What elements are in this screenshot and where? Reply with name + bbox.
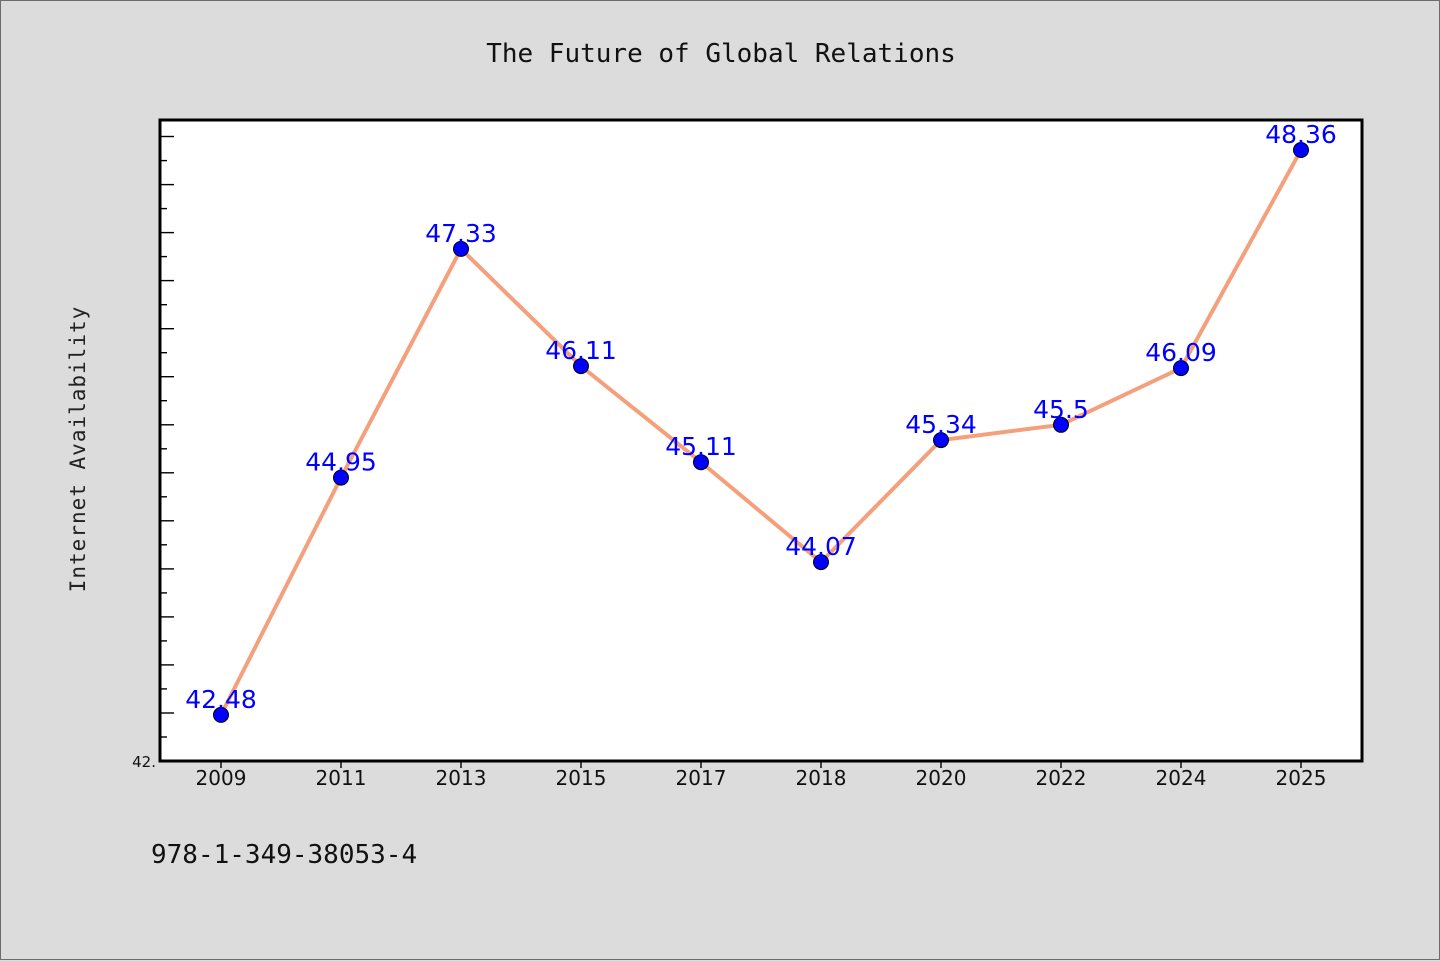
series-line [219,148,1303,717]
data-label-2017: 45.11 [665,432,737,461]
data-point-2018 [813,554,829,571]
x-tick-label-2013: 2013 [436,766,487,790]
x-tick-label-2017: 2017 [676,766,727,790]
plot-area [158,118,1364,763]
series-line-group [219,148,1303,717]
data-point-2025 [1293,142,1309,158]
footer-isbn: 978-1-349-38053-4 [151,840,417,870]
x-tick-label-2011: 2011 [316,766,367,790]
data-point-2013 [453,240,469,257]
data-label-2022: 45.5 [1033,395,1089,424]
x-tick-label-2022: 2022 [1036,766,1087,790]
data-label-2015: 46.11 [545,336,617,365]
data-label-2024: 46.09 [1145,338,1217,367]
y-axis-label: Internet Availability [66,306,90,593]
x-tick-label-2025: 2025 [1276,766,1327,790]
x-tick-label-2018: 2018 [796,766,847,790]
data-label-2025: 48.36 [1265,120,1337,149]
data-point-2017 [693,454,709,471]
data-label-2011: 44.95 [305,448,377,477]
y-axis-ticks: 42. [132,135,174,771]
x-tick-label-2024: 2024 [1156,766,1207,790]
x-tick-label-2015: 2015 [556,766,607,790]
chart-title: The Future of Global Relations [486,39,956,69]
x-tick-label-2009: 2009 [196,766,247,790]
x-axis-ticks: 2009 2011 2013 2015 2017 2018 2020 2022 2024 2025 [196,761,1327,790]
x-tick-label-2020: 2020 [916,766,967,790]
y-tick-label-0: 42. [132,753,156,771]
data-label-2009: 42.48 [185,685,257,714]
data-point-2015 [573,358,589,375]
data-markers [213,142,1309,723]
data-point-2024 [1173,360,1189,377]
data-label-2013: 47.33 [425,219,497,248]
data-labels: 42.48 44.95 47.33 46.11 45.11 44.07 45.34 45.5 4… [185,120,1337,714]
data-point-2022 [1053,416,1069,433]
data-point-2020 [933,432,949,449]
data-point-2011 [333,469,349,486]
data-label-2020: 45.34 [905,410,977,439]
data-label-2018: 44.07 [785,532,857,561]
data-point-2009 [213,706,229,723]
